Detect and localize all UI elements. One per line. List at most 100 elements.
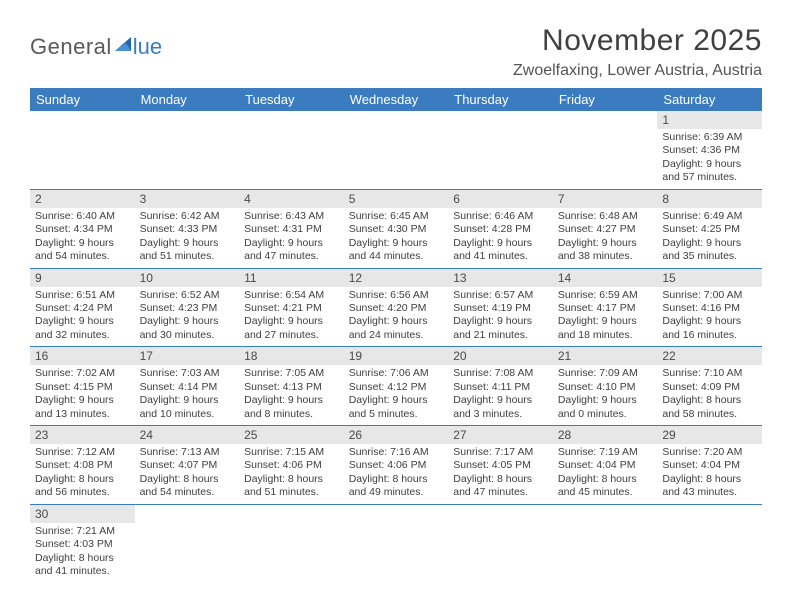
day-details: Sunrise: 6:46 AMSunset: 4:28 PMDaylight:…: [448, 208, 553, 268]
sunset-text: Sunset: 4:21 PM: [244, 302, 339, 315]
day-number: 18: [239, 347, 344, 365]
sunset-text: Sunset: 4:20 PM: [349, 302, 444, 315]
day-number: 28: [553, 426, 658, 444]
sunset-text: Sunset: 4:27 PM: [558, 223, 653, 236]
day-details: Sunrise: 6:40 AMSunset: 4:34 PMDaylight:…: [30, 208, 135, 268]
sunrise-text: Sunrise: 6:43 AM: [244, 210, 339, 223]
calendar-day-cell: 26Sunrise: 7:16 AMSunset: 4:06 PMDayligh…: [344, 426, 449, 505]
day-number: 27: [448, 426, 553, 444]
day-details: Sunrise: 7:10 AMSunset: 4:09 PMDaylight:…: [657, 365, 762, 425]
day-number: 3: [135, 190, 240, 208]
location: Zwoelfaxing, Lower Austria, Austria: [513, 62, 762, 80]
sunrise-text: Sunrise: 7:17 AM: [453, 446, 548, 459]
sunrise-text: Sunrise: 7:06 AM: [349, 367, 444, 380]
calendar-day-cell: 10Sunrise: 6:52 AMSunset: 4:23 PMDayligh…: [135, 268, 240, 347]
day-details: Sunrise: 7:03 AMSunset: 4:14 PMDaylight:…: [135, 365, 240, 425]
calendar-week-row: 16Sunrise: 7:02 AMSunset: 4:15 PMDayligh…: [30, 347, 762, 426]
sunrise-text: Sunrise: 6:48 AM: [558, 210, 653, 223]
weekday-header: Sunday: [30, 88, 135, 111]
sunset-text: Sunset: 4:33 PM: [140, 223, 235, 236]
calendar-week-row: 1Sunrise: 6:39 AMSunset: 4:36 PMDaylight…: [30, 111, 762, 189]
sunrise-text: Sunrise: 6:40 AM: [35, 210, 130, 223]
sunset-text: Sunset: 4:16 PM: [662, 302, 757, 315]
day-details: Sunrise: 7:02 AMSunset: 4:15 PMDaylight:…: [30, 365, 135, 425]
day-number: 11: [239, 269, 344, 287]
day-details: Sunrise: 6:56 AMSunset: 4:20 PMDaylight:…: [344, 287, 449, 347]
day-number: 20: [448, 347, 553, 365]
calendar-week-row: 23Sunrise: 7:12 AMSunset: 4:08 PMDayligh…: [30, 426, 762, 505]
sunrise-text: Sunrise: 7:15 AM: [244, 446, 339, 459]
logo-text-blue: lue: [133, 34, 162, 60]
logo-text-general: General: [30, 34, 112, 60]
calendar-day-cell: 7Sunrise: 6:48 AMSunset: 4:27 PMDaylight…: [553, 189, 658, 268]
calendar-day-cell: 27Sunrise: 7:17 AMSunset: 4:05 PMDayligh…: [448, 426, 553, 505]
sunrise-text: Sunrise: 7:20 AM: [662, 446, 757, 459]
calendar-day-cell: [657, 504, 762, 582]
calendar-day-cell: 19Sunrise: 7:06 AMSunset: 4:12 PMDayligh…: [344, 347, 449, 426]
day-number: 9: [30, 269, 135, 287]
daylight-text: Daylight: 8 hours and 51 minutes.: [244, 473, 339, 500]
sunrise-text: Sunrise: 7:09 AM: [558, 367, 653, 380]
daylight-text: Daylight: 9 hours and 8 minutes.: [244, 394, 339, 421]
sunrise-text: Sunrise: 6:46 AM: [453, 210, 548, 223]
calendar-day-cell: 17Sunrise: 7:03 AMSunset: 4:14 PMDayligh…: [135, 347, 240, 426]
sunset-text: Sunset: 4:10 PM: [558, 381, 653, 394]
day-details: Sunrise: 6:48 AMSunset: 4:27 PMDaylight:…: [553, 208, 658, 268]
daylight-text: Daylight: 9 hours and 13 minutes.: [35, 394, 130, 421]
day-number: 30: [30, 505, 135, 523]
sunrise-text: Sunrise: 6:59 AM: [558, 289, 653, 302]
calendar-day-cell: 13Sunrise: 6:57 AMSunset: 4:19 PMDayligh…: [448, 268, 553, 347]
day-details: Sunrise: 7:06 AMSunset: 4:12 PMDaylight:…: [344, 365, 449, 425]
calendar-day-cell: 2Sunrise: 6:40 AMSunset: 4:34 PMDaylight…: [30, 189, 135, 268]
calendar-day-cell: [553, 504, 658, 582]
calendar-day-cell: 15Sunrise: 7:00 AMSunset: 4:16 PMDayligh…: [657, 268, 762, 347]
day-details: Sunrise: 7:20 AMSunset: 4:04 PMDaylight:…: [657, 444, 762, 504]
daylight-text: Daylight: 9 hours and 41 minutes.: [453, 237, 548, 264]
sunset-text: Sunset: 4:36 PM: [662, 144, 757, 157]
calendar-day-cell: 11Sunrise: 6:54 AMSunset: 4:21 PMDayligh…: [239, 268, 344, 347]
calendar-week-row: 9Sunrise: 6:51 AMSunset: 4:24 PMDaylight…: [30, 268, 762, 347]
sunset-text: Sunset: 4:28 PM: [453, 223, 548, 236]
daylight-text: Daylight: 9 hours and 10 minutes.: [140, 394, 235, 421]
sunset-text: Sunset: 4:12 PM: [349, 381, 444, 394]
calendar-day-cell: [30, 111, 135, 189]
calendar-day-cell: [135, 111, 240, 189]
sunrise-text: Sunrise: 6:54 AM: [244, 289, 339, 302]
day-number: 13: [448, 269, 553, 287]
day-details: Sunrise: 7:05 AMSunset: 4:13 PMDaylight:…: [239, 365, 344, 425]
calendar-day-cell: [135, 504, 240, 582]
sunrise-text: Sunrise: 6:56 AM: [349, 289, 444, 302]
logo-triangle-icon: [114, 34, 134, 60]
sunrise-text: Sunrise: 6:45 AM: [349, 210, 444, 223]
calendar-day-cell: 12Sunrise: 6:56 AMSunset: 4:20 PMDayligh…: [344, 268, 449, 347]
day-details: Sunrise: 7:16 AMSunset: 4:06 PMDaylight:…: [344, 444, 449, 504]
sunrise-text: Sunrise: 7:21 AM: [35, 525, 130, 538]
daylight-text: Daylight: 9 hours and 3 minutes.: [453, 394, 548, 421]
sunrise-text: Sunrise: 7:08 AM: [453, 367, 548, 380]
day-number: 5: [344, 190, 449, 208]
day-details: Sunrise: 7:13 AMSunset: 4:07 PMDaylight:…: [135, 444, 240, 504]
sunset-text: Sunset: 4:04 PM: [662, 459, 757, 472]
daylight-text: Daylight: 9 hours and 32 minutes.: [35, 315, 130, 342]
sunrise-text: Sunrise: 6:49 AM: [662, 210, 757, 223]
sunrise-text: Sunrise: 7:13 AM: [140, 446, 235, 459]
day-number: 14: [553, 269, 658, 287]
sunset-text: Sunset: 4:31 PM: [244, 223, 339, 236]
day-details: Sunrise: 6:52 AMSunset: 4:23 PMDaylight:…: [135, 287, 240, 347]
calendar-day-cell: 22Sunrise: 7:10 AMSunset: 4:09 PMDayligh…: [657, 347, 762, 426]
sunrise-text: Sunrise: 7:02 AM: [35, 367, 130, 380]
sunset-text: Sunset: 4:08 PM: [35, 459, 130, 472]
day-number: 24: [135, 426, 240, 444]
day-details: Sunrise: 6:42 AMSunset: 4:33 PMDaylight:…: [135, 208, 240, 268]
header: General lue November 2025 Zwoelfaxing, L…: [30, 24, 762, 80]
daylight-text: Daylight: 8 hours and 41 minutes.: [35, 552, 130, 579]
calendar-day-cell: 21Sunrise: 7:09 AMSunset: 4:10 PMDayligh…: [553, 347, 658, 426]
day-number: 15: [657, 269, 762, 287]
calendar-day-cell: 23Sunrise: 7:12 AMSunset: 4:08 PMDayligh…: [30, 426, 135, 505]
calendar-day-cell: [448, 111, 553, 189]
day-number: 19: [344, 347, 449, 365]
daylight-text: Daylight: 8 hours and 49 minutes.: [349, 473, 444, 500]
calendar-day-cell: 18Sunrise: 7:05 AMSunset: 4:13 PMDayligh…: [239, 347, 344, 426]
day-number: 16: [30, 347, 135, 365]
daylight-text: Daylight: 9 hours and 54 minutes.: [35, 237, 130, 264]
